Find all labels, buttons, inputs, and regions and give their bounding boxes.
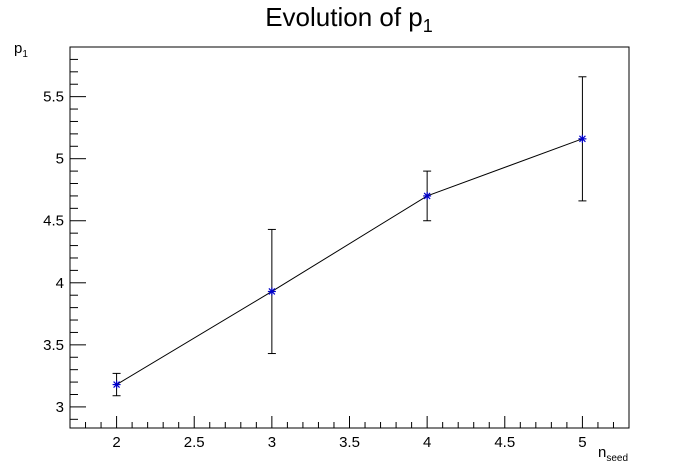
chart-title: Evolution of p1 <box>265 2 433 37</box>
y-axis: 3 3.5 4 4.5 5 5.5 <box>43 46 86 420</box>
x-axis-label: nseed <box>598 444 629 464</box>
marker-stroke <box>423 192 431 200</box>
y-axis-label: p1 <box>14 40 28 60</box>
series-layer <box>112 76 587 397</box>
y-tick-label: 4 <box>56 275 64 292</box>
x-tick-label: 2 <box>112 434 120 451</box>
y-tick-label: 3.5 <box>43 337 64 354</box>
data-point <box>112 380 121 389</box>
marker-stroke <box>113 381 121 388</box>
x-tick-label: 3 <box>268 434 276 451</box>
x-tick-label: 2.5 <box>184 434 205 451</box>
y-tick-label: 5.5 <box>43 89 64 106</box>
y-tick-label: 4.5 <box>43 213 64 230</box>
x-tick-label: 5 <box>578 434 586 451</box>
marker-stroke <box>268 288 276 295</box>
y-tick-label: 5 <box>56 151 64 168</box>
data-point <box>267 287 276 296</box>
x-tick-label: 4 <box>423 434 431 451</box>
series-line <box>116 138 583 385</box>
y-tick-label: 3 <box>56 399 64 416</box>
plot-frame <box>69 46 630 429</box>
x-tick-label: 3.5 <box>339 434 360 451</box>
marker-stroke <box>578 135 586 143</box>
data-point <box>578 134 587 143</box>
data-point <box>423 191 432 200</box>
x-axis: 2 2.5 3 3.5 4 4.5 5 <box>69 416 630 451</box>
x-tick-label: 4.5 <box>494 434 515 451</box>
